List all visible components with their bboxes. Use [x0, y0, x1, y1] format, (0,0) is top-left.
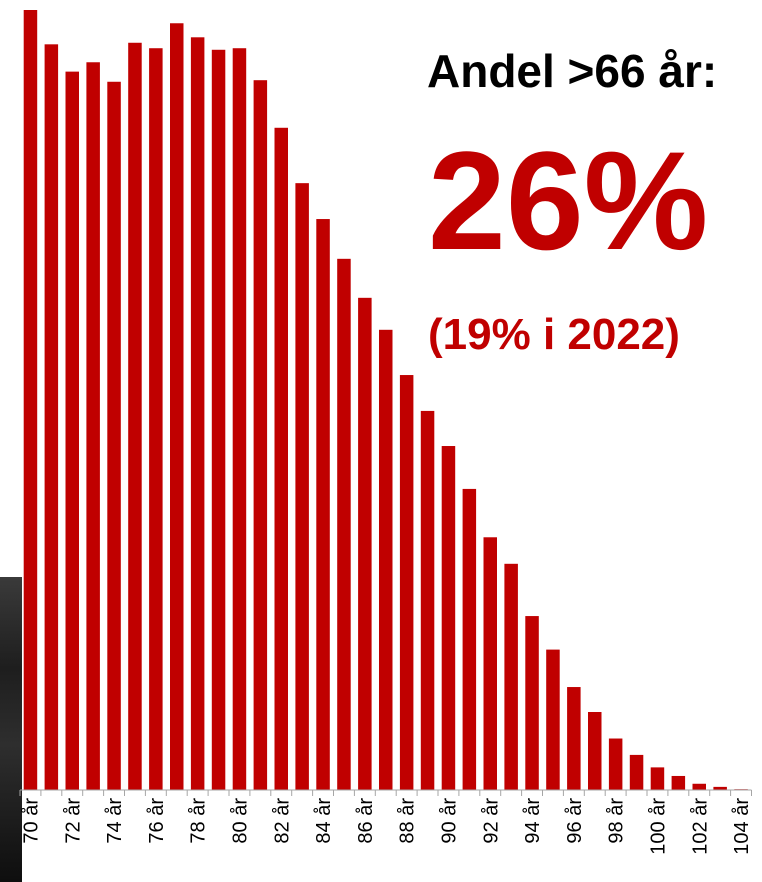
- bar-99-år: [629, 754, 644, 790]
- bar-76-år: [149, 48, 163, 791]
- x-tick-label: 96 år: [564, 798, 586, 844]
- bar-98-år: [608, 738, 623, 790]
- bar-88-år: [399, 375, 414, 790]
- x-tick-label: 94 år: [522, 798, 544, 844]
- x-axis-tick-labels: 70 år 72 år 74 år 76 år 78 år 80 år 82 år 84 år…: [20, 798, 753, 855]
- x-tick-label: 92 år: [480, 798, 502, 844]
- x-tick-label: 84 år: [313, 798, 335, 844]
- bar-80-år: [232, 48, 247, 791]
- bars-group: [23, 10, 748, 791]
- bar-73-år: [86, 62, 100, 790]
- background-photo-strip: [0, 577, 22, 882]
- callout-value: 26%: [428, 122, 709, 279]
- x-tick-label: 74 år: [104, 798, 126, 844]
- bar-79-år: [211, 49, 226, 790]
- bar-85-år: [337, 258, 351, 790]
- x-tick-label: 102 år: [689, 798, 711, 855]
- x-tick-label: 98 år: [606, 798, 628, 844]
- x-tick-label: 104 år: [731, 798, 753, 855]
- bar-97-år: [588, 712, 602, 790]
- x-tick-label: 82 år: [271, 798, 293, 844]
- bar-90-år: [441, 446, 456, 790]
- bar-86-år: [358, 297, 372, 790]
- x-tick-label: 76 år: [146, 798, 168, 844]
- bar-82-år: [274, 127, 288, 790]
- bar-95-år: [546, 649, 560, 790]
- bar-102-år: [692, 783, 706, 790]
- bar-101-år: [671, 775, 686, 790]
- x-tick-label: 88 år: [397, 798, 419, 844]
- x-tick-label: 90 år: [438, 798, 460, 844]
- bar-84-år: [316, 219, 330, 791]
- x-tick-label: 86 år: [355, 798, 377, 844]
- bar-103-år: [713, 786, 727, 790]
- bar-89-år: [420, 410, 435, 790]
- x-axis-ticks: [19, 790, 752, 796]
- x-tick-label: 70 år: [20, 798, 42, 844]
- bar-72-år: [65, 71, 79, 791]
- bar-92-år: [483, 537, 497, 790]
- bar-71-år: [44, 44, 59, 790]
- bar-75-år: [128, 42, 142, 790]
- bar-91-år: [462, 488, 477, 790]
- bar-100-år: [650, 767, 665, 790]
- x-tick-label: 80 år: [229, 798, 251, 844]
- bar-94-år: [525, 616, 539, 790]
- callout-label: Andel >66 år:: [427, 45, 718, 97]
- x-tick-label: 100 år: [647, 798, 669, 855]
- callout-note: (19% i 2022): [428, 310, 680, 359]
- bar-87-år: [379, 329, 393, 790]
- bar-70-år: [23, 10, 38, 790]
- bar-74-år: [107, 81, 121, 790]
- x-tick-label: 72 år: [62, 798, 84, 844]
- x-tick-label: 78 år: [188, 798, 210, 844]
- bar-81-år: [253, 80, 268, 790]
- bar-96-år: [567, 687, 581, 790]
- bar-77-år: [170, 23, 184, 790]
- bar-93-år: [504, 563, 518, 790]
- bar-83-år: [295, 183, 309, 790]
- bar-78-år: [190, 37, 205, 791]
